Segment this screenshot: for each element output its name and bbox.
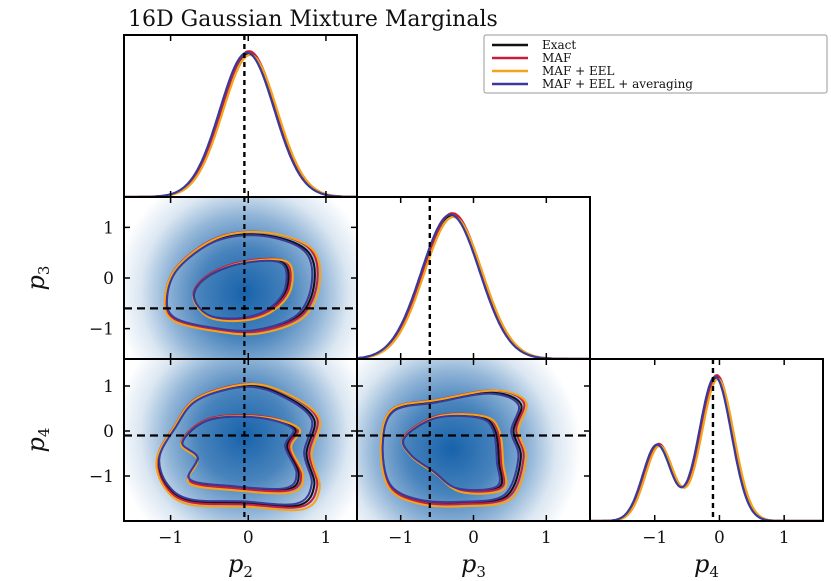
contour-inner <box>401 413 508 495</box>
axis-label-base: p <box>22 437 50 452</box>
panel-frame <box>356 196 591 360</box>
contour-outer <box>165 234 314 332</box>
axis-label-base: p <box>22 275 50 290</box>
axis-label-subscript: 2 <box>243 563 253 581</box>
joint-panel-p2-p3 <box>124 197 357 359</box>
x-tick-label: 0 <box>468 528 479 548</box>
axis-label-base: p <box>694 550 709 578</box>
axis-label-subscript: 4 <box>709 563 719 581</box>
contour-outer <box>163 230 322 336</box>
panel-frame <box>589 358 824 522</box>
axis-label-subscript: 3 <box>35 266 53 276</box>
figure-title: 16D Gaussian Mixture Marginals <box>128 7 498 32</box>
legend-box <box>483 34 828 94</box>
y-tick-label: 0 <box>103 422 114 442</box>
legend-label: MAF + EEL <box>542 64 614 78</box>
marginal-panel-p2 <box>124 35 357 197</box>
legend-label: MAF <box>542 51 571 65</box>
contour-inner <box>401 414 501 492</box>
axis-label-base: p <box>461 550 476 578</box>
axis-label-subscript: 4 <box>35 428 53 438</box>
marginal-panel-p4 <box>590 359 823 521</box>
density-curve-p3 <box>357 212 590 359</box>
x-tick-label: 1 <box>541 528 552 548</box>
x-tick-label: −1 <box>388 528 413 548</box>
contour-outer <box>155 382 322 512</box>
density-curve-p2 <box>124 50 357 197</box>
marginal-panel-p3 <box>357 197 590 359</box>
axis-label-p2: p2 <box>228 550 253 581</box>
y-tick-label: 0 <box>103 269 114 289</box>
legend-label: MAF + EEL + averaging <box>542 77 693 91</box>
density-curve-p3 <box>357 213 590 359</box>
y-tick-label: 1 <box>103 218 114 238</box>
contour-outer <box>381 392 521 504</box>
axis-label-p4: p4 <box>22 428 53 453</box>
y-tick-label: −1 <box>89 467 114 487</box>
x-tick-label: 0 <box>714 528 725 548</box>
joint-panel-p2-p4 <box>124 359 357 521</box>
joint-panel-p3-p4 <box>357 359 590 521</box>
contour-inner <box>192 259 288 320</box>
axis-label-p3: p3 <box>22 266 53 291</box>
density-curve-p4 <box>590 375 823 521</box>
axis-label-p3: p3 <box>461 550 486 581</box>
x-tick-label: 0 <box>243 528 254 548</box>
contour-outer <box>379 389 528 508</box>
y-tick-label: 1 <box>103 377 114 397</box>
y-tick-label: −1 <box>89 320 114 340</box>
x-tick-label: −1 <box>158 528 183 548</box>
density-curve-p2 <box>124 51 357 197</box>
x-tick-label: 1 <box>779 528 790 548</box>
density-curve-p4 <box>590 377 823 521</box>
density-curve-p3 <box>357 214 590 359</box>
density-fill <box>357 359 590 521</box>
contour-outer <box>158 385 314 506</box>
x-tick-label: −1 <box>642 528 667 548</box>
axis-label-subscript: 3 <box>476 563 486 581</box>
density-curve-p2 <box>124 53 357 197</box>
axis-label-p4: p4 <box>694 550 719 581</box>
density-fill <box>124 359 357 521</box>
density-curve-p2 <box>124 52 357 197</box>
density-curve-p3 <box>357 215 590 359</box>
x-tick-label: 1 <box>321 528 332 548</box>
legend-label: Exact <box>542 38 576 52</box>
axis-label-base: p <box>228 550 243 578</box>
